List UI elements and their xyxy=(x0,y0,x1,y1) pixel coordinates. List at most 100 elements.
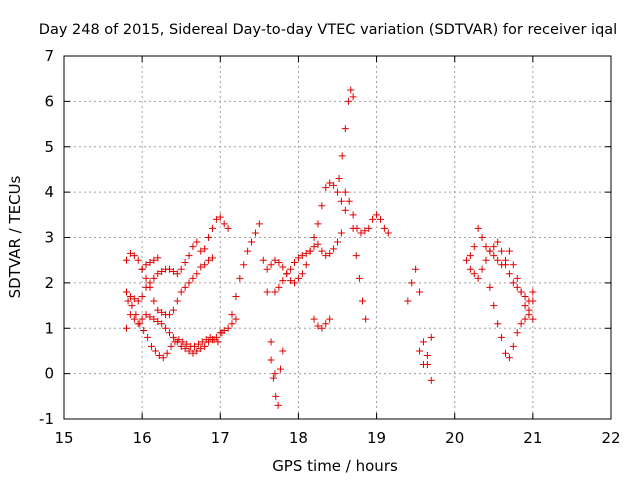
data-point xyxy=(427,376,435,384)
data-point xyxy=(474,274,482,282)
data-point xyxy=(236,274,244,282)
data-point xyxy=(167,342,175,350)
data-point xyxy=(359,297,367,305)
data-point xyxy=(146,283,154,291)
data-point xyxy=(194,340,202,348)
data-point xyxy=(513,274,521,282)
x-tick-label: 15 xyxy=(54,429,73,447)
data-point xyxy=(349,211,357,219)
data-point xyxy=(355,274,363,282)
axis-ticks: 15 16 17 18 19 20 21 22 -1 0 1 2 3 4 5 6 7 xyxy=(39,47,621,447)
data-point xyxy=(404,297,412,305)
data-point xyxy=(349,224,357,232)
data-point xyxy=(474,224,482,232)
data-point xyxy=(185,252,193,260)
data-point xyxy=(314,240,322,248)
data-point xyxy=(380,224,388,232)
data-point xyxy=(373,211,381,219)
data-point xyxy=(224,224,232,232)
data-point xyxy=(494,320,502,328)
data-point xyxy=(287,265,295,273)
data-point xyxy=(189,274,197,282)
data-point xyxy=(208,224,216,232)
data-point xyxy=(310,234,318,241)
series-track-p xyxy=(462,224,537,323)
data-point xyxy=(142,274,150,282)
data-points xyxy=(123,86,537,409)
data-point xyxy=(181,258,189,266)
data-point xyxy=(165,329,173,337)
data-point xyxy=(267,356,275,364)
data-point xyxy=(154,270,162,278)
data-point xyxy=(362,315,370,323)
data-point xyxy=(322,184,330,192)
data-point xyxy=(384,229,392,237)
data-point xyxy=(494,238,502,246)
data-point xyxy=(349,93,357,101)
data-point xyxy=(352,252,360,260)
data-point xyxy=(427,333,435,341)
data-point xyxy=(344,97,352,105)
y-tick-label: 4 xyxy=(44,183,54,201)
data-point xyxy=(490,302,498,310)
data-point xyxy=(271,370,279,378)
data-point xyxy=(345,197,353,205)
data-point xyxy=(412,265,420,273)
data-point xyxy=(502,261,510,269)
series-track-a xyxy=(123,311,240,357)
data-point xyxy=(154,317,162,325)
y-axis-title: SDTVAR / TECUs xyxy=(6,175,24,298)
data-point xyxy=(134,256,142,264)
data-point xyxy=(517,320,525,328)
data-point xyxy=(181,345,189,353)
data-point xyxy=(466,265,474,273)
data-point xyxy=(513,329,521,337)
chart-title: Day 248 of 2015, Sidereal Day-to-day VTE… xyxy=(39,22,617,38)
data-point xyxy=(181,283,189,291)
data-point xyxy=(126,249,134,257)
data-point xyxy=(271,288,279,296)
data-point xyxy=(376,215,384,223)
data-point xyxy=(138,315,146,323)
data-point xyxy=(494,256,502,264)
series-track-e xyxy=(138,254,162,273)
data-point xyxy=(163,349,171,357)
data-point xyxy=(165,265,173,273)
x-tick-label: 21 xyxy=(523,429,542,447)
data-point xyxy=(132,311,140,319)
data-point xyxy=(202,336,210,344)
data-point xyxy=(146,313,154,321)
data-point xyxy=(128,302,136,310)
data-point xyxy=(198,338,206,346)
data-point xyxy=(279,347,287,355)
series-track-j xyxy=(310,315,334,332)
series-track-r xyxy=(486,283,537,362)
data-point xyxy=(190,342,198,350)
data-point xyxy=(228,311,236,319)
data-point xyxy=(318,202,326,210)
data-point xyxy=(158,320,166,328)
data-point xyxy=(408,279,416,287)
data-point xyxy=(279,277,287,285)
data-point xyxy=(169,268,177,276)
data-point xyxy=(169,333,177,341)
data-point xyxy=(142,261,150,269)
data-point xyxy=(294,254,302,262)
data-point xyxy=(185,347,193,355)
data-point xyxy=(205,234,213,241)
data-point xyxy=(162,324,170,332)
data-point xyxy=(517,288,525,296)
data-point xyxy=(193,347,201,355)
data-point xyxy=(158,308,166,316)
data-point xyxy=(279,263,287,271)
series-track-h xyxy=(271,229,345,296)
data-point xyxy=(326,315,334,323)
data-point xyxy=(255,220,263,228)
data-point xyxy=(276,365,284,373)
data-point xyxy=(130,295,138,303)
data-point xyxy=(505,270,513,278)
data-point xyxy=(318,247,326,255)
grid xyxy=(64,56,611,419)
data-point xyxy=(310,243,318,251)
data-point xyxy=(525,306,533,314)
